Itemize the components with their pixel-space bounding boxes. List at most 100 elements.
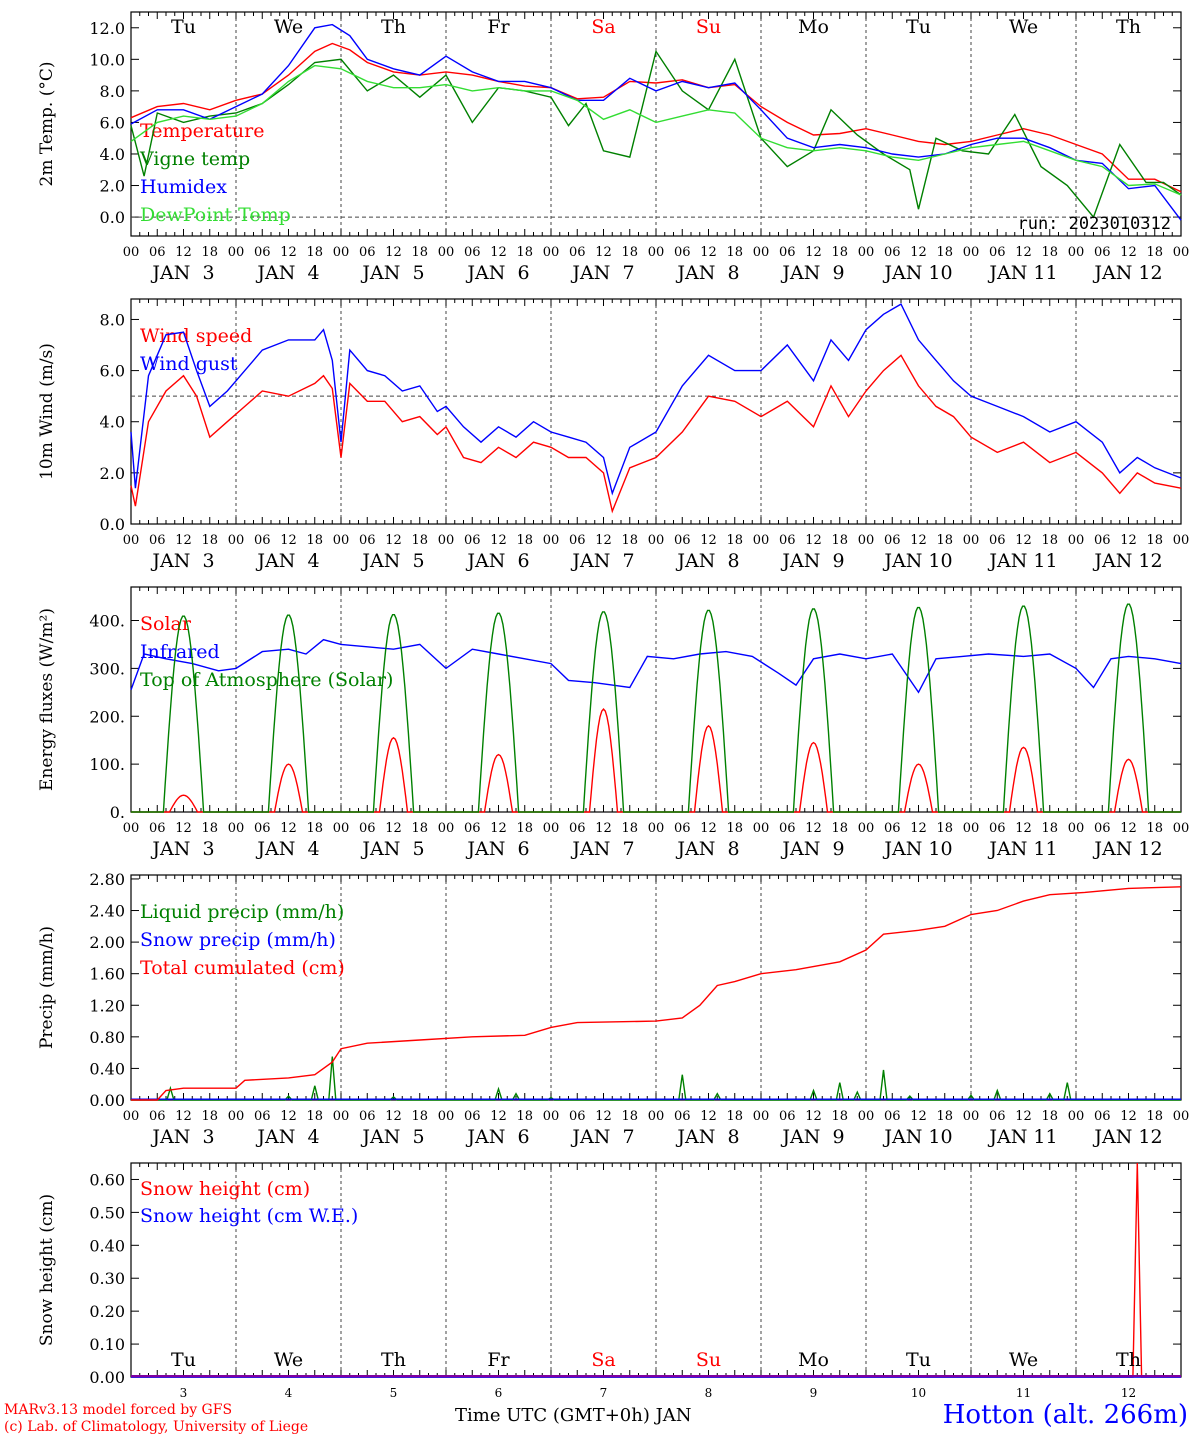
hour-tick-label: 06: [989, 821, 1006, 836]
hour-tick-label: 12: [490, 1109, 507, 1124]
hour-tick-label: 00: [438, 245, 455, 260]
y-tick-label: 2.0: [100, 177, 125, 196]
hour-tick-label: 12: [1015, 533, 1032, 548]
hour-tick-label: 06: [569, 821, 586, 836]
panel-1: 0.0 2.0 4.0 6.0 8.0 10.0 12.0 2m Temp. (°C) Temp…: [37, 11, 1189, 284]
hour-tick-label: 06: [989, 533, 1006, 548]
hour-tick-label: 18: [1041, 1109, 1058, 1124]
hour-tick-label: 18: [621, 821, 638, 836]
day-number-label: 11: [1016, 1386, 1031, 1400]
hour-tick-label: 00: [123, 533, 140, 548]
weekday-label: Th: [1116, 1349, 1141, 1371]
date-label: JAN 6: [465, 262, 529, 284]
hour-tick-label: 06: [359, 1109, 376, 1124]
hour-tick-label: 12: [385, 245, 402, 260]
hour-tick-label: 12: [280, 245, 297, 260]
hour-tick-label: 18: [516, 245, 533, 260]
hour-tick-label: 12: [280, 821, 297, 836]
date-label: JAN 12: [1092, 1126, 1162, 1148]
hour-tick-label: 00: [1173, 533, 1190, 548]
date-label: JAN 10: [882, 838, 952, 860]
hour-tick-label: 12: [175, 245, 192, 260]
date-label: JAN 9: [780, 262, 844, 284]
hour-tick-label: 12: [910, 533, 927, 548]
hour-tick-label: 00: [438, 533, 455, 548]
y-tick-label: 4.0: [100, 145, 125, 164]
hour-tick-label: 06: [779, 821, 796, 836]
weekday-label: Tu: [171, 16, 196, 38]
hour-tick-label: 12: [805, 245, 822, 260]
hour-tick-label: 00: [1068, 533, 1085, 548]
hour-tick-label: 06: [569, 1109, 586, 1124]
hour-tick-label: 00: [858, 1109, 875, 1124]
date-label: JAN 8: [675, 1126, 739, 1148]
weekday-label: Mo: [798, 1349, 829, 1371]
hour-tick-label: 18: [936, 533, 953, 548]
weekday-label: Su: [696, 1349, 721, 1371]
hour-tick-label: 18: [201, 821, 218, 836]
hour-tick-label: 18: [726, 1109, 743, 1124]
hour-tick-label: 12: [490, 821, 507, 836]
y-tick-label: 0.40: [89, 1059, 125, 1078]
hour-tick-label: 12: [805, 821, 822, 836]
legend-entry: Snow height (cm W.E.): [140, 1205, 358, 1227]
hour-tick-label: 00: [543, 533, 560, 548]
date-label: JAN 3: [150, 838, 214, 860]
date-label: JAN 3: [150, 1126, 214, 1148]
y-tick-label: 0.30: [89, 1269, 125, 1288]
y-tick-label: 0.0: [100, 515, 125, 534]
hour-tick-label: 12: [595, 245, 612, 260]
date-label: JAN 7: [570, 262, 634, 284]
legend-entry: Snow precip (mm/h): [140, 929, 336, 951]
credit-line-1: MARv3.13 model forced by GFS: [4, 1402, 233, 1418]
series-line-total-cumulated-cm-: [131, 886, 1182, 1101]
y-tick-label: 0.80: [89, 1028, 125, 1047]
date-label: JAN 5: [360, 838, 424, 860]
hour-tick-label: 18: [1146, 821, 1163, 836]
legend-entry: DewPoint Temp: [140, 204, 291, 226]
hour-tick-label: 00: [1068, 1109, 1085, 1124]
y-tick-label: 6.0: [100, 362, 125, 381]
date-label: JAN 9: [780, 550, 844, 572]
weekday-label: Mo: [798, 16, 829, 38]
hour-tick-label: 00: [333, 1109, 350, 1124]
hour-tick-label: 18: [516, 533, 533, 548]
legend-entry: Infrared: [140, 641, 220, 663]
weekday-label: We: [274, 16, 303, 38]
y-tick-label: 0.50: [89, 1203, 125, 1222]
date-label: JAN 11: [987, 262, 1057, 284]
y-tick-label: 400.: [89, 612, 125, 631]
hour-tick-label: 12: [805, 1109, 822, 1124]
hour-tick-label: 18: [831, 245, 848, 260]
date-label: JAN 10: [882, 1126, 952, 1148]
run-label: run: 2023010312: [1017, 214, 1171, 234]
hour-tick-label: 18: [1041, 821, 1058, 836]
hour-tick-label: 12: [385, 1109, 402, 1124]
hour-tick-label: 06: [359, 533, 376, 548]
day-number-label: 9: [810, 1386, 818, 1400]
hour-tick-label: 06: [359, 821, 376, 836]
hour-tick-label: 06: [254, 821, 271, 836]
station-label: Hotton (alt. 266m): [942, 1400, 1188, 1430]
hour-tick-label: 06: [569, 533, 586, 548]
hour-tick-label: 00: [648, 821, 665, 836]
hour-tick-label: 06: [1094, 1109, 1111, 1124]
hour-tick-label: 00: [438, 821, 455, 836]
hour-tick-label: 18: [201, 1109, 218, 1124]
y-tick-label: 0.20: [89, 1302, 125, 1321]
date-label: JAN 8: [675, 262, 739, 284]
day-number-label: 8: [705, 1386, 713, 1400]
hour-tick-label: 12: [1120, 821, 1137, 836]
weekday-label: We: [1009, 1349, 1038, 1371]
hour-tick-label: 18: [831, 821, 848, 836]
hour-tick-label: 00: [438, 1109, 455, 1124]
series-line-wind-speed: [130, 354, 1182, 514]
hour-tick-label: 12: [1120, 533, 1137, 548]
hour-tick-label: 00: [123, 245, 140, 260]
hour-tick-label: 00: [123, 1109, 140, 1124]
y-tick-label: 12.0: [89, 19, 125, 38]
hour-tick-label: 00: [1068, 821, 1085, 836]
weekday-label: We: [274, 1349, 303, 1371]
series-line-wind-gust: [130, 303, 1182, 496]
